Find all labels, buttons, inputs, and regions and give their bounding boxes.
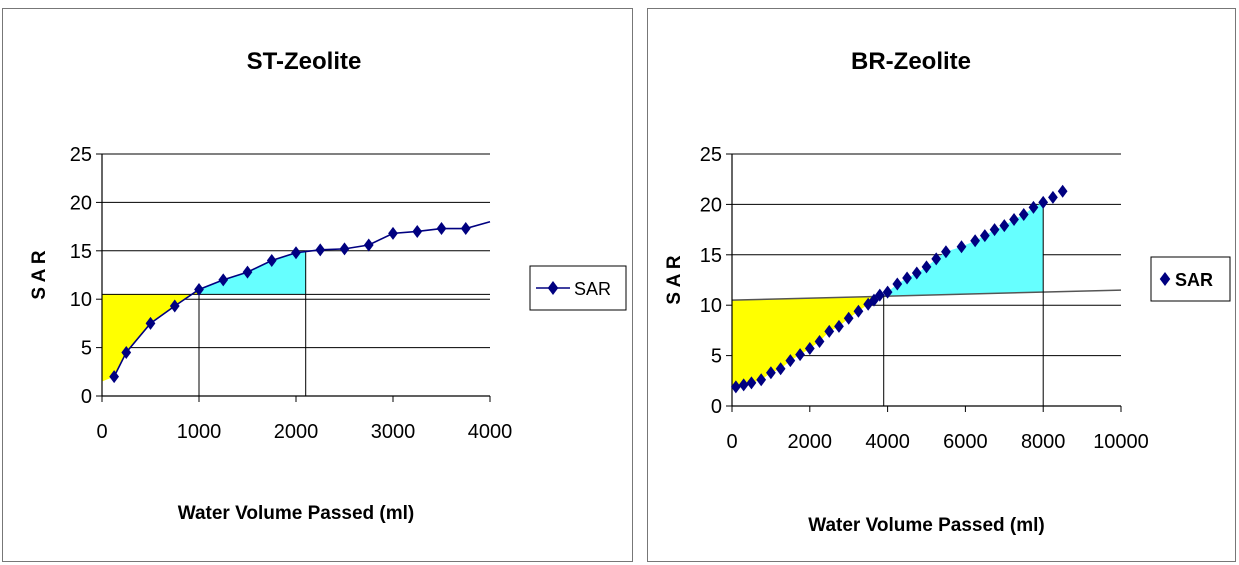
data-point-0: [109, 370, 119, 384]
y-tick-label-3: 15: [70, 241, 92, 263]
data-point-27: [989, 223, 1000, 237]
legend-box: [1150, 256, 1231, 302]
data-point-15: [460, 222, 471, 236]
data-point-12: [843, 311, 854, 325]
y-tick-label-4: 20: [70, 192, 92, 214]
data-point-23: [941, 245, 951, 259]
data-point-25: [970, 234, 980, 248]
data-point-9: [814, 334, 825, 348]
shaded-region-yellow: [102, 289, 199, 382]
x-tick-label-0: 0: [726, 431, 737, 453]
data-point-8: [804, 342, 815, 356]
data-point-3: [169, 299, 180, 313]
x-tick-label-4: 4000: [468, 421, 513, 443]
data-point-4: [194, 283, 204, 297]
data-point-29: [1009, 213, 1019, 227]
data-point-9: [315, 243, 326, 257]
legend-marker: [547, 281, 559, 295]
x-tick-label-4: 8000: [1021, 431, 1065, 453]
y-tick-label-1: 5: [81, 338, 92, 360]
data-point-26: [979, 229, 990, 243]
data-point-10: [824, 324, 835, 338]
data-point-13: [853, 304, 864, 318]
y-axis-label: S A R: [29, 250, 50, 300]
x-axis-label: Water Volume Passed (ml): [178, 503, 415, 524]
data-point-14: [863, 297, 874, 311]
data-point-14: [436, 222, 447, 236]
data-point-21: [921, 260, 932, 274]
y-axis-label: S A R: [664, 255, 685, 305]
data-point-5: [218, 273, 229, 287]
legend-label-sar: SAR: [1175, 270, 1213, 290]
x-axis-label: Water Volume Passed (ml): [808, 515, 1045, 536]
data-point-0: [731, 380, 741, 394]
chart-panel-br-zeolite: BR-Zeolite 0 5 10 15 20 25 0 2000 4000 6000 8000 100…: [647, 8, 1236, 562]
x-tick-label-0: 0: [96, 421, 107, 443]
x-tick-label-1: 1000: [177, 421, 222, 443]
chart-panel-st-zeolite: ST-Zeolite 0 5 10 15 20 25 0 1000 2000 3000 4000 Wat…: [2, 8, 633, 562]
y-tick-label-3: 15: [700, 245, 722, 267]
data-point-20: [911, 266, 922, 280]
y-tick-label-1: 5: [711, 346, 722, 368]
y-tick-label-0: 0: [711, 396, 722, 418]
data-point-3: [756, 373, 767, 387]
data-point-19: [902, 271, 912, 285]
data-point-16: [874, 288, 885, 302]
data-point-5: [775, 362, 786, 376]
data-point-34: [1057, 184, 1068, 198]
x-tick-label-3: 3000: [371, 421, 416, 443]
data-point-11: [363, 238, 374, 252]
y-tick-label-5: 25: [70, 144, 92, 166]
chart-title: BR-Zeolite: [851, 48, 971, 75]
st-zeolite-chart: ST-Zeolite 0 5 10 15 20 25 0 1000 2000 3000 4000 Wat…: [29, 48, 627, 524]
data-point-1: [738, 378, 749, 392]
y-tick-label-2: 10: [70, 289, 92, 311]
x-tick-label-1: 2000: [788, 431, 833, 453]
data-point-18: [892, 277, 903, 291]
reference-line-sloped: [731, 289, 1122, 301]
y-tick-label-2: 10: [700, 295, 722, 317]
shaded-region-cyan: [199, 250, 306, 295]
x-tick-label-2: 2000: [274, 421, 319, 443]
y-tick-label-0: 0: [81, 386, 92, 408]
br-zeolite-chart: BR-Zeolite 0 5 10 15 20 25 0 2000 4000 6000 8000 100…: [664, 48, 1231, 536]
y-tick-label-4: 20: [700, 194, 722, 216]
x-tick-label-3: 6000: [943, 431, 988, 453]
data-point-28: [999, 219, 1010, 233]
data-point-7: [795, 348, 805, 362]
data-point-2: [145, 316, 156, 330]
data-point-8: [291, 246, 301, 260]
x-tick-label-2: 4000: [865, 431, 910, 453]
data-point-13: [412, 224, 423, 238]
legend-marker: [1159, 272, 1171, 286]
data-point-6: [242, 265, 253, 279]
data-point-30: [1018, 207, 1029, 221]
chart-title: ST-Zeolite: [247, 48, 362, 75]
data-point-32: [1038, 195, 1049, 209]
y-tick-label-5: 25: [700, 144, 722, 166]
legend-label-sar: SAR: [574, 279, 611, 299]
data-point-7: [266, 253, 277, 267]
data-point-11: [834, 319, 844, 333]
data-point-31: [1028, 200, 1039, 214]
data-point-33: [1048, 190, 1058, 204]
data-point-22: [931, 252, 942, 266]
data-point-12: [388, 226, 398, 240]
x-tick-label-5: 10000: [1093, 431, 1149, 453]
data-point-24: [956, 240, 967, 254]
data-point-17: [882, 285, 893, 299]
data-point-2: [746, 376, 757, 390]
data-point-6: [785, 354, 796, 368]
data-point-4: [766, 366, 776, 380]
data-point-1: [121, 345, 132, 359]
data-point-10: [339, 242, 350, 256]
